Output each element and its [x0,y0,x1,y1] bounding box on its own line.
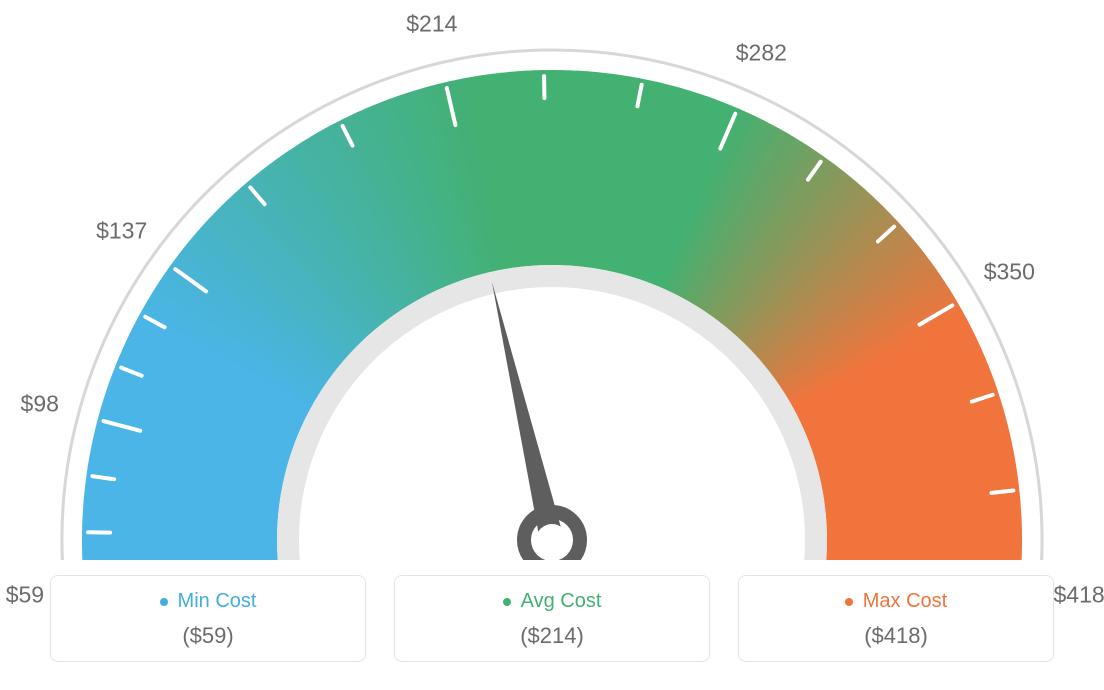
dot-icon [503,598,511,606]
gauge-tick-label: $418 [1054,582,1104,609]
dot-icon [845,598,853,606]
dot-icon [160,598,168,606]
gauge-tick-label: $59 [6,582,44,609]
gauge-tick-label: $350 [984,259,1035,286]
legend-title-min: Min Cost [160,590,257,613]
gauge-tick-label: $214 [406,10,457,37]
legend-card-avg: Avg Cost ($214) [394,575,710,662]
legend-title-text: Max Cost [863,590,947,613]
legend-value-avg: ($214) [405,623,699,649]
gauge-svg [0,0,1104,560]
gauge-tick-label: $282 [736,40,787,67]
legend-title-text: Min Cost [178,590,257,613]
gauge-chart: $59$98$137$214$282$350$418 [0,0,1104,560]
legend-title-text: Avg Cost [521,590,602,613]
legend-title-avg: Avg Cost [503,590,602,613]
legend-row: Min Cost ($59) Avg Cost ($214) Max Cost … [50,575,1054,662]
gauge-tick-label: $98 [21,391,59,418]
legend-card-max: Max Cost ($418) [738,575,1054,662]
legend-title-max: Max Cost [845,590,947,613]
chart-container: $59 $98 $137 $214 $282 $350 $418 Min Cost ($59… [0,0,1104,690]
gauge-tick-label: $137 [96,217,147,244]
legend-value-min: ($59) [61,623,355,649]
legend-card-min: Min Cost ($59) [50,575,366,662]
legend-value-max: ($418) [749,623,1043,649]
